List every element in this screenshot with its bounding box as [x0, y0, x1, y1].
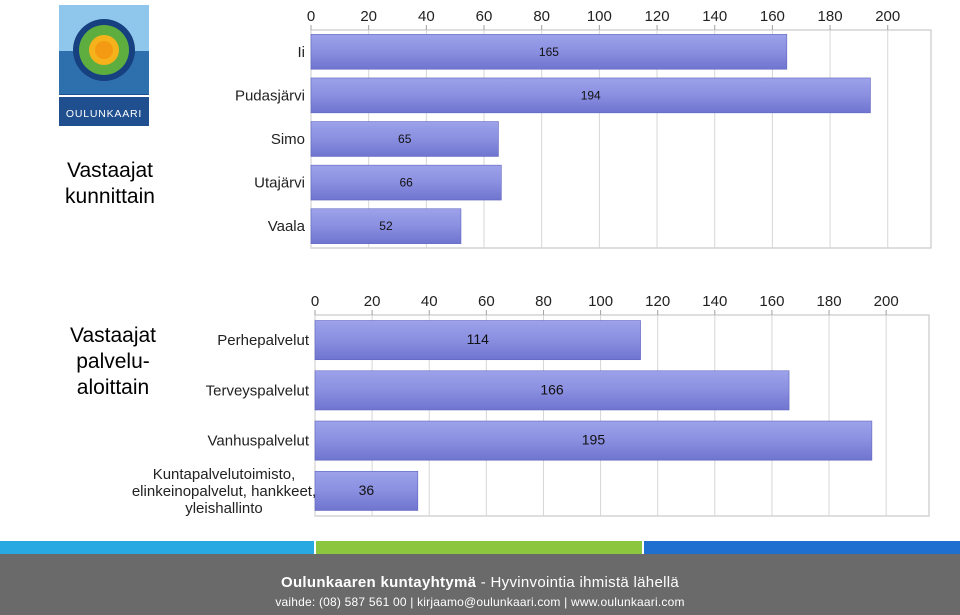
footer: Oulunkaaren kuntayhtymä - Hyvinvointia i… — [0, 554, 960, 615]
x-tick-label: 120 — [645, 293, 670, 310]
x-tick-label: 100 — [588, 293, 613, 310]
x-tick-label: 60 — [476, 8, 493, 25]
data-label: 65 — [398, 132, 412, 146]
category-label: Vaala — [268, 218, 306, 235]
data-label: 194 — [581, 88, 601, 102]
category-label: Utajärvi — [254, 175, 305, 192]
data-label: 36 — [359, 482, 375, 498]
x-tick-label: 140 — [702, 8, 727, 25]
chart-respondents-by-service-area: 0 20 40 60 80 100 120 140 160 180 200 114 Perhepalve… — [132, 293, 930, 517]
x-tick-label: 80 — [535, 293, 552, 310]
bar — [314, 320, 641, 361]
oulunkaari-logo: OULUNKAARI — [58, 4, 150, 127]
bar — [310, 34, 788, 70]
category-label: Perhepalvelut — [217, 332, 310, 349]
x-tick-label: 200 — [874, 293, 899, 310]
x-tick-label: 20 — [364, 293, 381, 310]
footer-contact: vaihde: (08) 587 561 00 | kirjaamo@oulun… — [275, 595, 685, 609]
x-tick-label: 40 — [418, 8, 435, 25]
data-label: 165 — [539, 45, 559, 59]
footer-color-stripes — [0, 541, 960, 554]
x-tick-label: 60 — [478, 293, 495, 310]
x-tick-label: 40 — [421, 293, 438, 310]
x-tick-label: 0 — [311, 293, 319, 310]
footer-stripe-darkblue — [644, 541, 960, 554]
data-label: 114 — [467, 331, 490, 347]
bar — [310, 164, 502, 201]
category-label: Terveyspalvelut — [206, 382, 310, 399]
footer-tagline: - Hyvinvointia ihmistä lähellä — [480, 574, 679, 591]
category-label: Ii — [298, 44, 306, 61]
chart-2-side-title: Vastaajat palvelu- aloittain — [70, 324, 156, 399]
chart-respondents-by-municipality: 0 20 40 60 80 100 120 140 160 180 200 165 Ii 194 Pudas… — [235, 8, 932, 249]
bar — [310, 208, 462, 244]
x-tick-label: 200 — [875, 8, 900, 25]
logo-text: OULUNKAARI — [66, 108, 142, 120]
category-label: Simo — [271, 131, 305, 148]
bar — [314, 470, 419, 511]
footer-org-name: Oulunkaaren kuntayhtymä — [280, 574, 477, 591]
bar — [314, 420, 873, 461]
category-label: Kuntapalvelutoimisto, — [153, 466, 296, 483]
x-tick-label: 80 — [533, 8, 550, 25]
bar — [310, 121, 499, 157]
x-tick-label: 180 — [818, 8, 843, 25]
chart-1-side-title: Vastaajat kunnittain — [65, 159, 155, 208]
x-tick-label: 160 — [760, 8, 785, 25]
footer-stripe-green — [316, 541, 642, 554]
footer-headline: Oulunkaaren kuntayhtymä - Hyvinvointia i… — [0, 574, 960, 591]
x-tick-label: 160 — [759, 293, 784, 310]
data-label: 66 — [399, 176, 413, 190]
x-tick-label: 100 — [587, 8, 612, 25]
bar — [310, 77, 871, 114]
category-label: yleishallinto — [185, 500, 263, 517]
category-label: elinkeinopalvelut, hankkeet, — [132, 483, 316, 500]
data-label: 52 — [379, 219, 393, 233]
x-tick-label: 140 — [702, 293, 727, 310]
data-label: 195 — [582, 432, 606, 448]
data-label: 166 — [540, 381, 564, 397]
footer-stripe-blue — [0, 541, 314, 554]
x-tick-label: 180 — [817, 293, 842, 310]
category-label: Vanhuspalvelut — [208, 433, 310, 450]
category-label: Pudasjärvi — [235, 87, 305, 104]
x-tick-label: 120 — [645, 8, 670, 25]
x-tick-label: 20 — [360, 8, 377, 25]
x-tick-label: 0 — [307, 8, 315, 25]
bar — [314, 370, 790, 411]
